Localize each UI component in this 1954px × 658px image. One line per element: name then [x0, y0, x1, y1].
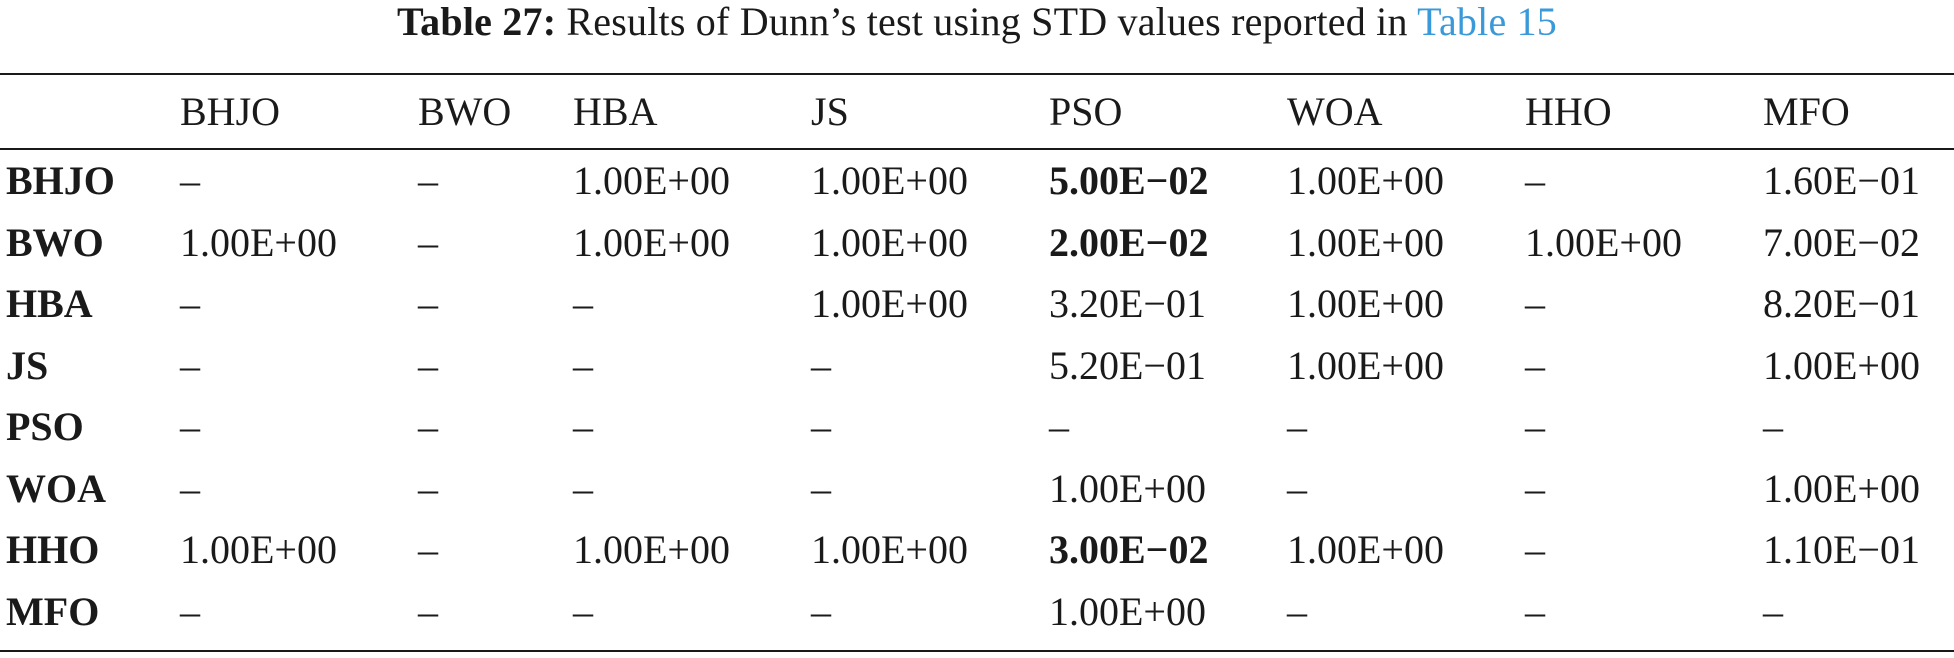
table-cell: –: [811, 588, 831, 634]
table-cell: 1.00E+00: [1763, 465, 1920, 511]
table-cell: –: [418, 342, 438, 388]
table-cell: –: [1287, 465, 1307, 511]
table-cell: –: [573, 281, 593, 326]
table-cell: –: [811, 342, 831, 388]
table-cell: 1.00E+00: [811, 158, 968, 203]
table-cell: –: [180, 281, 200, 326]
table-cell: 1.00E+00: [1525, 219, 1682, 265]
table-cell: 1.00E+00: [1049, 588, 1206, 634]
table-row: HBA – – – 1.00E+00 3.20E−01 1.00E+00 – 8.20E−01: [0, 273, 1954, 335]
table-cell: –: [180, 404, 200, 449]
table-cell: –: [1525, 527, 1545, 572]
table-cell: –: [1287, 404, 1307, 449]
row-header: HHO: [6, 527, 100, 572]
row-header: WOA: [6, 465, 106, 511]
table-header-row: BHJO BWO HBA JS PSO WOA HHO MFO: [0, 75, 1954, 148]
table-row: MFO – – – – 1.00E+00 – – –: [0, 581, 1954, 643]
table-cell: –: [811, 465, 831, 511]
column-header: PSO: [1049, 89, 1123, 134]
table-cell: 1.00E+00: [573, 527, 730, 572]
results-table: BHJO BWO HBA JS PSO WOA HHO MFO BHJO – – 1.…: [0, 75, 1954, 642]
table-cell: 3.00E−02: [1049, 527, 1209, 572]
row-header: MFO: [6, 588, 100, 634]
table-cell: –: [1763, 404, 1783, 449]
table-cell: –: [180, 465, 200, 511]
table-cell: –: [573, 342, 593, 388]
row-header: PSO: [6, 404, 84, 449]
row-header: BWO: [6, 219, 104, 265]
table-cell: –: [1525, 588, 1545, 634]
column-header: HHO: [1525, 89, 1612, 134]
table-row: BWO 1.00E+00 – 1.00E+00 1.00E+00 2.00E−02 1.00…: [0, 212, 1954, 274]
table-bottom-rule: [0, 650, 1954, 652]
table-cell: 1.00E+00: [1287, 219, 1444, 265]
row-header: HBA: [6, 281, 93, 326]
column-header: MFO: [1763, 89, 1850, 134]
table-cell: –: [418, 281, 438, 326]
table-cell: 1.00E+00: [1287, 527, 1444, 572]
table-row: HHO 1.00E+00 – 1.00E+00 1.00E+00 3.00E−02 1.00…: [0, 519, 1954, 581]
table-cell: 1.00E+00: [811, 219, 968, 265]
table-cell: 1.00E+00: [1287, 281, 1444, 326]
table-cell: 1.00E+00: [811, 527, 968, 572]
table-cell: –: [811, 404, 831, 449]
table-cell: –: [418, 527, 438, 572]
table-caption: Table 27: Results of Dunn’s test using S…: [0, 0, 1954, 44]
table-row: WOA – – – – 1.00E+00 – – 1.00E+00: [0, 458, 1954, 520]
table-row: JS – – – – 5.20E−01 1.00E+00 – 1.00E+00: [0, 335, 1954, 397]
table-cell: 1.00E+00: [1287, 342, 1444, 388]
table-cell: –: [180, 342, 200, 388]
column-header: WOA: [1287, 89, 1383, 134]
table-cell: –: [1525, 158, 1545, 203]
table-cell: 3.20E−01: [1049, 281, 1206, 326]
table-cell: 1.10E−01: [1763, 527, 1920, 572]
table-cell: –: [180, 158, 200, 203]
table-top-rule: [0, 73, 1954, 75]
caption-text: Results of Dunn’s test using STD values …: [556, 0, 1418, 44]
table-cell: –: [1525, 404, 1545, 449]
table-cell: 1.00E+00: [180, 527, 337, 572]
table-cell: 1.00E+00: [573, 158, 730, 203]
table-cell: –: [418, 219, 438, 265]
table-cell: –: [573, 465, 593, 511]
column-header: HBA: [573, 89, 658, 134]
table-cell: 1.00E+00: [180, 219, 337, 265]
table-row: PSO – – – – – – – –: [0, 396, 1954, 458]
table-cell: –: [1525, 281, 1545, 326]
table-cell: –: [418, 404, 438, 449]
row-header: BHJO: [6, 158, 115, 203]
caption-label: Table 27:: [396, 0, 557, 44]
table-cell: –: [180, 588, 200, 634]
table-cell: 7.00E−02: [1763, 219, 1920, 265]
table-cell: 5.20E−01: [1049, 342, 1206, 388]
table-body: BHJO – – 1.00E+00 1.00E+00 5.00E−02 1.00E+00 – 1…: [0, 148, 1954, 642]
column-header: BHJO: [180, 89, 281, 134]
table-row: BHJO – – 1.00E+00 1.00E+00 5.00E−02 1.00E+00 – 1…: [0, 148, 1954, 212]
table-cell: 1.00E+00: [573, 219, 730, 265]
table-cell: –: [1525, 465, 1545, 511]
table-cell: –: [573, 404, 593, 449]
table-cell: –: [1049, 404, 1069, 449]
row-header: JS: [6, 342, 49, 388]
table-cell: –: [418, 158, 438, 203]
table-cell: 1.60E−01: [1763, 158, 1920, 203]
column-header: BWO: [418, 89, 512, 134]
table-cell: 1.00E+00: [1287, 158, 1444, 203]
table-reference-link[interactable]: Table 15: [1417, 0, 1558, 44]
table-cell: –: [573, 588, 593, 634]
table-cell: –: [418, 588, 438, 634]
table-cell: –: [1525, 342, 1545, 388]
table-cell: 8.20E−01: [1763, 281, 1920, 326]
column-header: [0, 75, 180, 148]
table-cell: 1.00E+00: [1049, 465, 1206, 511]
table-cell: –: [1763, 588, 1783, 634]
table-cell: –: [1287, 588, 1307, 634]
table-cell: –: [418, 465, 438, 511]
table-cell: 2.00E−02: [1049, 219, 1209, 265]
table-cell: 5.00E−02: [1049, 158, 1209, 203]
column-header: JS: [811, 89, 849, 134]
table-header-rule: [0, 148, 1954, 150]
table-cell: 1.00E+00: [1763, 342, 1920, 388]
table-cell: 1.00E+00: [811, 281, 968, 326]
